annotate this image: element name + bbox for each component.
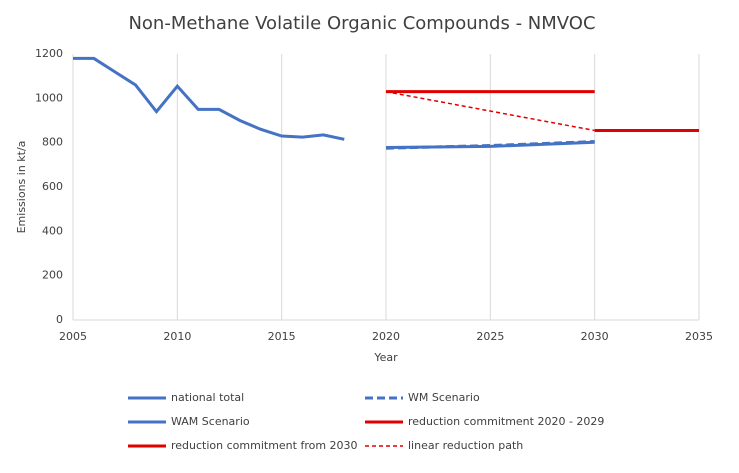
x-tick-label: 2035 [685, 330, 713, 343]
x-tick-label: 2025 [476, 330, 504, 343]
x-tick-label: 2020 [372, 330, 400, 343]
legend-label: WAM Scenario [171, 415, 250, 428]
legend-label: linear reduction path [408, 439, 523, 452]
y-tick-label: 400 [42, 224, 63, 237]
y-axis-label: Emissions in kt/a [15, 141, 28, 234]
legend-label: national total [171, 391, 244, 404]
y-tick-label: 600 [42, 180, 63, 193]
series-line [385, 90, 595, 132]
x-tick-label: 2015 [268, 330, 296, 343]
x-axis-label: Year [373, 351, 398, 364]
legend-label: WM Scenario [408, 391, 480, 404]
series-line [385, 140, 595, 150]
y-tick-label: 800 [42, 136, 63, 149]
y-tick-label: 0 [56, 313, 63, 326]
y-tick-label: 200 [42, 269, 63, 282]
y-tick-label: 1200 [35, 47, 63, 60]
x-tick-label: 2005 [59, 330, 87, 343]
y-tick-label: 1000 [35, 91, 63, 104]
legend-label: reduction commitment from 2030 [171, 439, 358, 452]
legend-label: reduction commitment 2020 - 2029 [408, 415, 604, 428]
x-tick-label: 2010 [163, 330, 191, 343]
series-line [73, 56, 345, 141]
x-tick-label: 2030 [581, 330, 609, 343]
chart-title: Non-Methane Volatile Organic Compounds -… [128, 13, 595, 34]
